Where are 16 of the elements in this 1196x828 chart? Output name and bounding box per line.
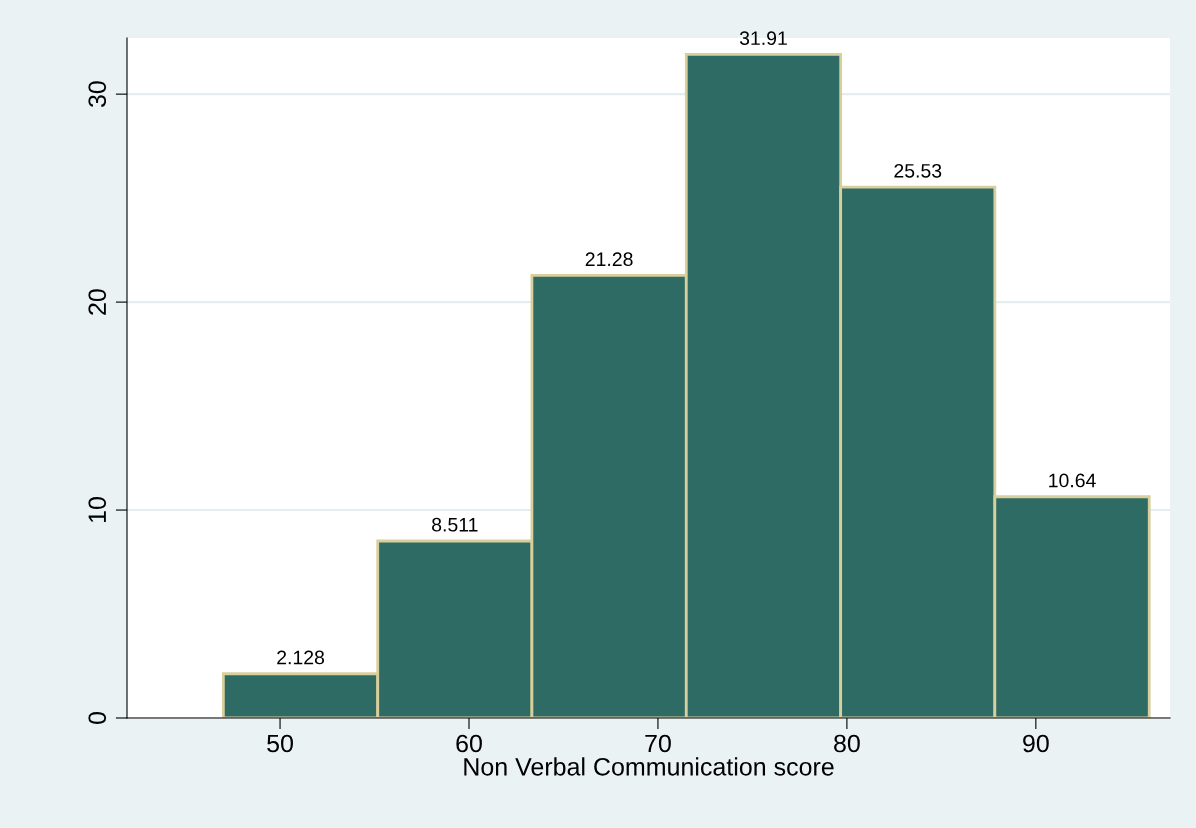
data-label: 31.91	[739, 31, 787, 46]
x-tick-label: 70	[645, 734, 671, 753]
x-tick-label: 90	[1023, 734, 1049, 753]
data-label: 21.28	[585, 252, 633, 267]
x-axis-title: Non Verbal Communication score	[464, 757, 834, 776]
x-tick-label: 60	[456, 734, 482, 753]
y-tick-label: 10	[88, 497, 107, 523]
data-label: 2.128	[277, 650, 325, 665]
data-label: 8.511	[432, 517, 478, 532]
y-tick-label: 20	[88, 289, 107, 315]
x-tick-label: 50	[267, 734, 293, 753]
y-tick-label: 30	[88, 81, 107, 108]
data-label: 10.64	[1049, 473, 1096, 488]
data-label: 25.53	[894, 163, 942, 178]
x-tick-label: 80	[834, 734, 860, 753]
y-tick-label: 0	[88, 712, 107, 724]
